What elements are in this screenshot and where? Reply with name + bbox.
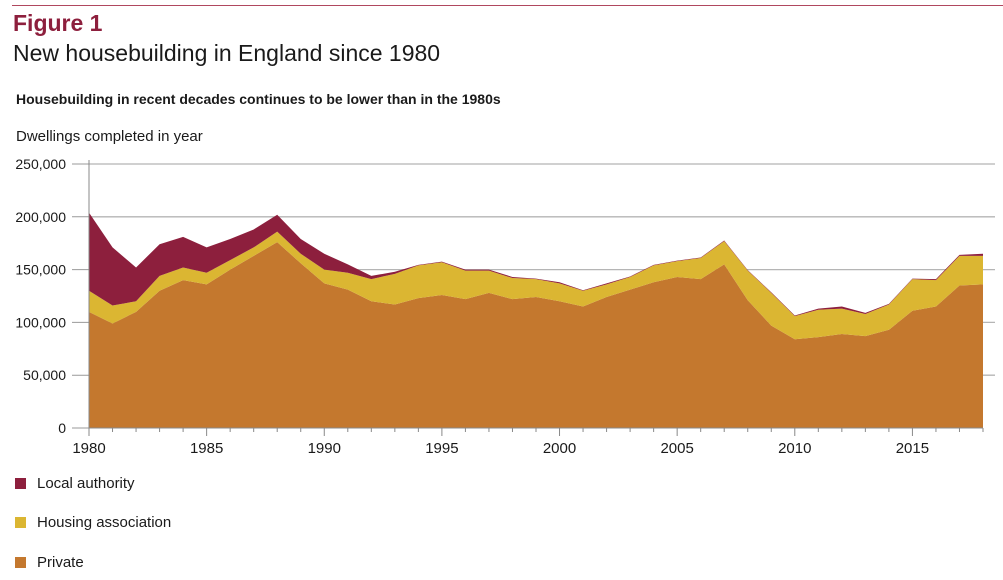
legend-swatch xyxy=(15,517,26,528)
x-tick-label: 1985 xyxy=(190,440,223,457)
legend-item-local-authority: Local authority xyxy=(15,475,135,492)
chart-title: Housebuilding in recent decades continue… xyxy=(16,91,501,107)
legend-item-private: Private xyxy=(15,554,84,571)
legend-label: Private xyxy=(37,554,84,571)
legend-label: Housing association xyxy=(37,514,172,531)
y-tick-label: 100,000 xyxy=(15,314,66,330)
x-tick-label: 2000 xyxy=(543,440,576,457)
area-private xyxy=(89,242,983,428)
x-tick-label: 2005 xyxy=(660,440,693,457)
figure-title: New housebuilding in England since 1980 xyxy=(13,40,441,66)
x-tick-label: 1995 xyxy=(425,440,458,457)
legend-swatch xyxy=(15,478,26,489)
top-rule xyxy=(12,5,1003,6)
y-tick-label: 50,000 xyxy=(23,367,66,383)
y-tick-label: 250,000 xyxy=(15,156,66,172)
legend-label: Local authority xyxy=(37,475,135,492)
y-axis-label: Dwellings completed in year xyxy=(16,128,203,145)
legend-swatch xyxy=(15,557,26,568)
x-tick-label: 1980 xyxy=(72,440,105,457)
legend-item-housing-association: Housing association xyxy=(15,514,171,531)
y-tick-label: 200,000 xyxy=(15,209,66,225)
y-tick-label: 150,000 xyxy=(15,262,66,278)
x-tick-label: 2015 xyxy=(896,440,929,457)
x-tick-label: 1990 xyxy=(308,440,341,457)
x-tick-label: 2010 xyxy=(778,440,811,457)
area-housing-association xyxy=(89,231,983,340)
figure-number: Figure 1 xyxy=(13,10,103,36)
y-tick-label: 0 xyxy=(58,420,66,436)
